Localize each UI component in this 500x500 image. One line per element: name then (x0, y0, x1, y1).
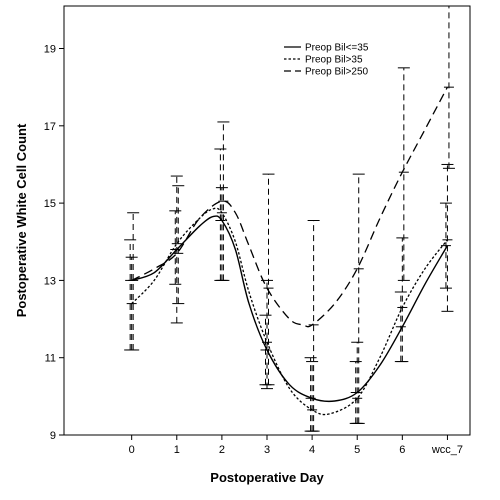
y-tick-label: 9 (50, 430, 56, 442)
x-tick-label: 1 (174, 444, 180, 456)
legend-label-dotted: Preop Bil>35 (305, 55, 363, 66)
y-tick-label: 11 (45, 353, 56, 365)
y-tick-label: 13 (44, 275, 56, 287)
x-tick-label: wcc_7 (431, 444, 463, 456)
series-dashed-line (131, 86, 448, 328)
plot-area-frame (63, 5, 471, 436)
x-tick-label: 3 (264, 444, 270, 456)
x-tick-label: 0 (129, 444, 135, 456)
x-tick-label: 6 (399, 444, 405, 456)
y-tick-label: 17 (44, 121, 56, 133)
y-tick-label: 15 (44, 198, 56, 210)
legend-label-solid: Preop Bil<=35 (305, 43, 369, 54)
series-dotted-line (131, 207, 448, 416)
x-tick-label: 4 (309, 444, 315, 456)
x-tick-label: 5 (354, 444, 360, 456)
y-tick-label: 19 (44, 44, 56, 56)
y-axis-title: Postoperative White Cell Count (14, 123, 29, 317)
x-tick-label: 2 (219, 444, 225, 456)
x-axis-title: Postoperative Day (210, 470, 324, 485)
legend-label-dashed: Preop Bil>250 (305, 67, 369, 78)
